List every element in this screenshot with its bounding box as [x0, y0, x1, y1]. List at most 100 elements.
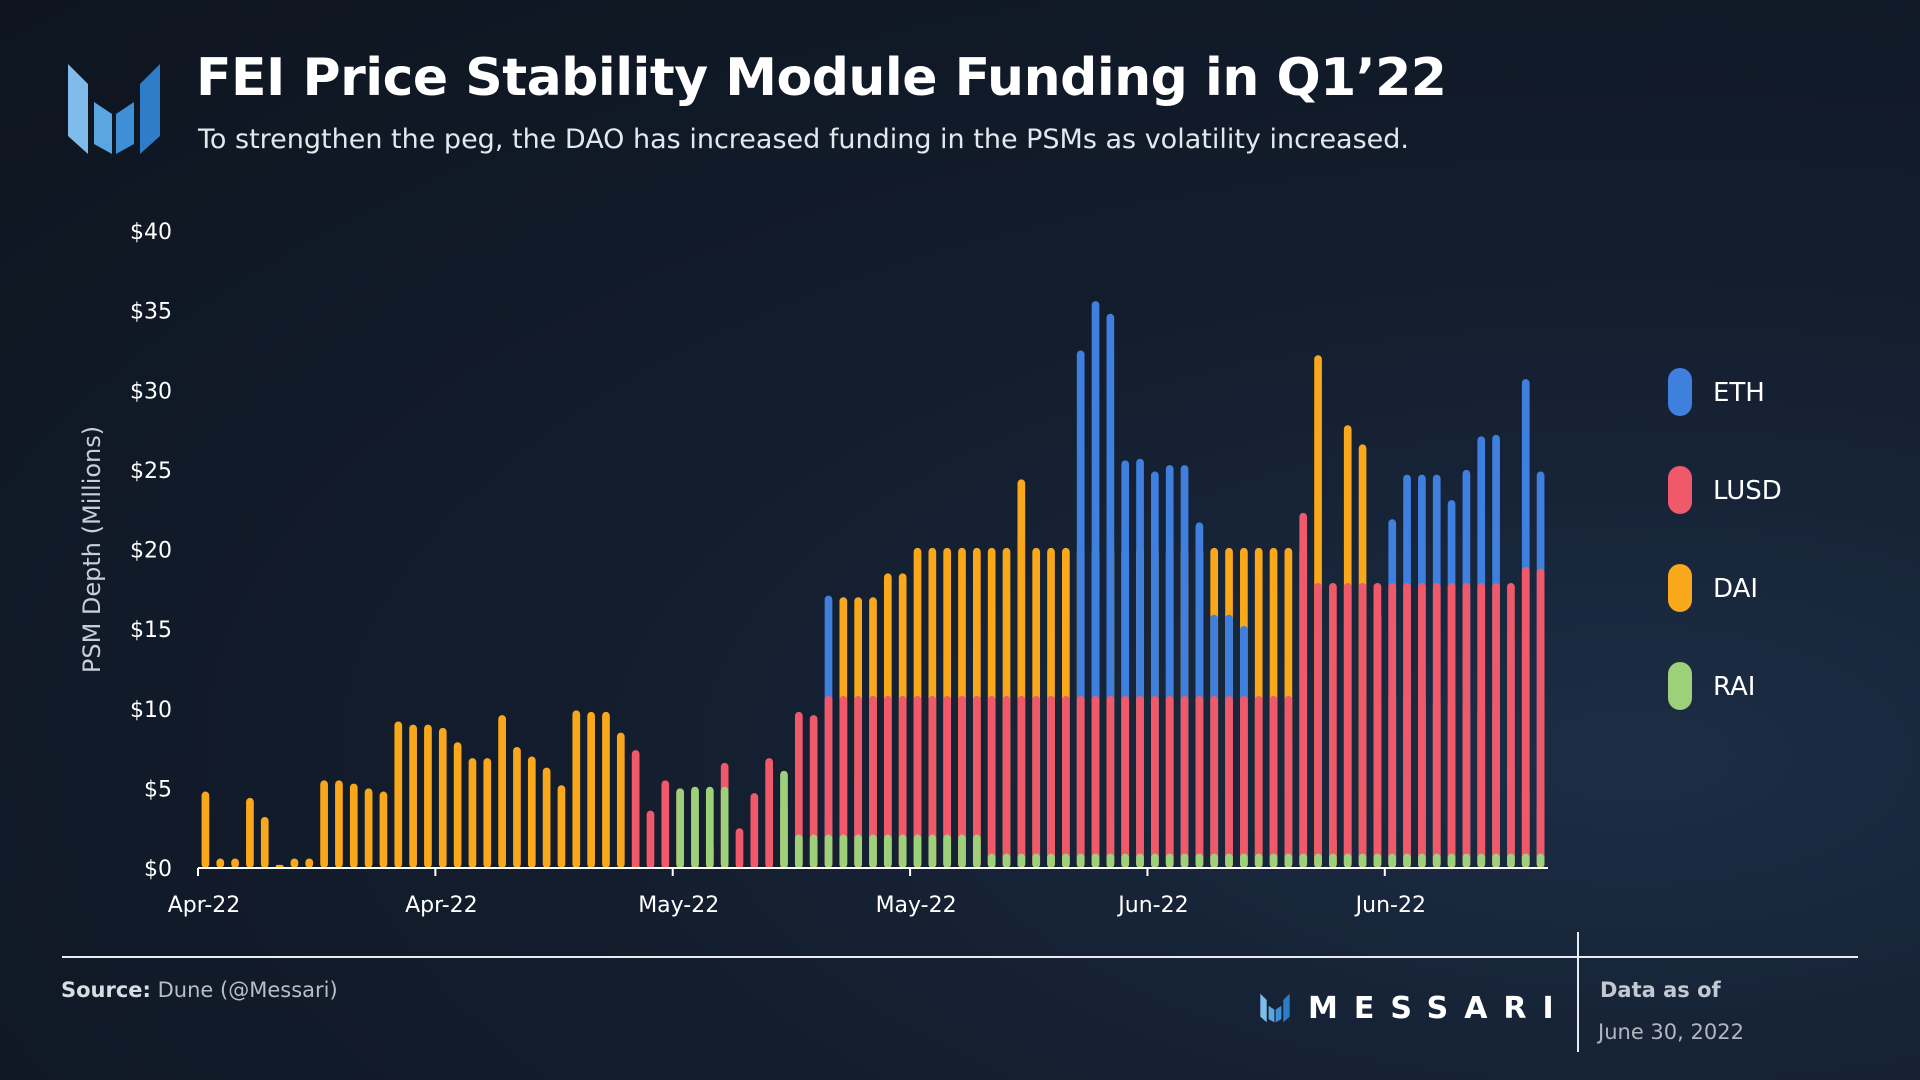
- bar-rai: [1403, 853, 1411, 868]
- bar-lusd: [1076, 696, 1085, 868]
- bar-rai: [1373, 853, 1382, 868]
- bar-dai: [201, 791, 210, 868]
- bar-dai: [542, 767, 551, 868]
- bar-lusd: [1403, 582, 1411, 868]
- y-tick-label: $15: [130, 618, 172, 643]
- bar-lusd: [1017, 696, 1026, 868]
- bar-lusd: [1002, 696, 1011, 868]
- bar-rai: [1343, 853, 1352, 868]
- bar-lusd: [809, 715, 818, 868]
- legend-swatch: [1668, 564, 1692, 612]
- legend-swatch: [1668, 368, 1692, 416]
- bar-lusd: [1432, 582, 1441, 868]
- bar-rai: [1447, 853, 1456, 868]
- bar-rai: [1329, 853, 1337, 868]
- data-as-of-date: June 30, 2022: [1598, 1020, 1744, 1044]
- bar-rai: [958, 834, 966, 868]
- bar-lusd: [1462, 582, 1471, 868]
- chart-title: FEI Price Stability Module Funding in Q1…: [196, 48, 1447, 108]
- bar-rai: [1477, 853, 1486, 868]
- bar-lusd: [1225, 696, 1233, 868]
- legend-item-lusd[interactable]: LUSD: [1668, 466, 1782, 514]
- legend-label: DAI: [1713, 574, 1758, 604]
- series-rai: [676, 770, 1545, 869]
- legend-item-eth[interactable]: ETH: [1668, 368, 1765, 416]
- legend-label: LUSD: [1713, 476, 1782, 506]
- bar-lusd: [898, 696, 907, 868]
- bar-lusd: [839, 696, 848, 868]
- bar-lusd: [1373, 582, 1382, 868]
- bar-rai: [1225, 853, 1233, 868]
- bar-lusd: [661, 780, 670, 868]
- bar-dai: [527, 756, 536, 868]
- bar-dai: [320, 780, 328, 868]
- bar-lusd: [1091, 696, 1100, 868]
- bar-lusd: [1536, 568, 1545, 868]
- bar-rai: [1017, 853, 1026, 868]
- bar-rai: [1284, 853, 1293, 868]
- bar-rai: [1076, 853, 1085, 868]
- bar-rai: [1254, 853, 1263, 868]
- x-tick-label: Apr-22: [405, 893, 478, 918]
- bar-lusd: [1418, 582, 1426, 868]
- bar-rai: [869, 834, 877, 868]
- bar-rai: [720, 786, 729, 868]
- bar-lusd: [750, 793, 759, 868]
- bar-dai: [602, 711, 610, 868]
- legend[interactable]: ETH LUSD DAI RAI: [1668, 368, 1782, 710]
- x-axis: Apr-22 Apr-22 May-22 May-22 Jun-22 Jun-22: [168, 868, 1426, 918]
- bar-rai: [1388, 853, 1397, 868]
- bar-rai: [928, 834, 937, 868]
- bars-group: [201, 301, 1545, 869]
- bar-lusd: [1047, 696, 1055, 868]
- source-note: Source: Dune (@Messari): [61, 978, 338, 1002]
- legend-item-dai[interactable]: DAI: [1668, 564, 1758, 612]
- bar-dai: [498, 715, 506, 868]
- bar-rai: [1002, 853, 1011, 868]
- footer-vertical-divider: [1577, 932, 1579, 1052]
- bar-lusd: [824, 696, 833, 868]
- bar-lusd: [1240, 696, 1248, 868]
- chart-subtitle: To strengthen the peg, the DAO has incre…: [198, 124, 1410, 155]
- bar-lusd: [1062, 696, 1070, 868]
- bar-lusd: [735, 828, 744, 868]
- bar-lusd: [1492, 582, 1500, 868]
- legend-label: ETH: [1713, 378, 1765, 408]
- bar-lusd: [869, 696, 877, 868]
- bar-rai: [1195, 853, 1204, 868]
- bar-lusd: [987, 696, 996, 868]
- bar-rai: [1462, 853, 1471, 868]
- bar-dai: [394, 721, 403, 868]
- bar-lusd: [883, 696, 892, 868]
- bar-rai: [1106, 853, 1115, 868]
- bar-dai: [572, 710, 581, 868]
- bar-rai: [1151, 853, 1159, 868]
- bar-dai: [290, 858, 299, 868]
- bar-lusd: [1284, 696, 1293, 868]
- footer-divider: [62, 956, 1858, 958]
- bar-rai: [1418, 853, 1426, 868]
- bar-dai: [438, 727, 447, 868]
- y-tick-label: $5: [144, 777, 172, 802]
- x-tick-label: Jun-22: [1354, 893, 1426, 918]
- bar-rai: [1165, 853, 1174, 868]
- y-tick-label: $0: [144, 857, 172, 882]
- bar-dai: [260, 817, 269, 868]
- bar-dai: [409, 724, 417, 868]
- x-tick-label: May-22: [876, 893, 957, 918]
- y-tick-label: $30: [130, 379, 172, 404]
- legend-item-rai[interactable]: RAI: [1668, 662, 1755, 710]
- bar-rai: [1240, 853, 1248, 868]
- bar-lusd: [765, 758, 774, 868]
- bar-lusd: [1521, 567, 1530, 868]
- legend-label: RAI: [1713, 672, 1755, 702]
- bar-dai: [587, 711, 595, 868]
- source-value: Dune (@Messari): [157, 978, 338, 1002]
- bar-rai: [1536, 853, 1545, 868]
- bar-dai: [305, 858, 314, 868]
- x-tick-label: Jun-22: [1116, 893, 1188, 918]
- bar-rai: [1358, 853, 1367, 868]
- data-as-of-label: Data as of: [1600, 978, 1721, 1002]
- bar-rai: [1136, 853, 1144, 868]
